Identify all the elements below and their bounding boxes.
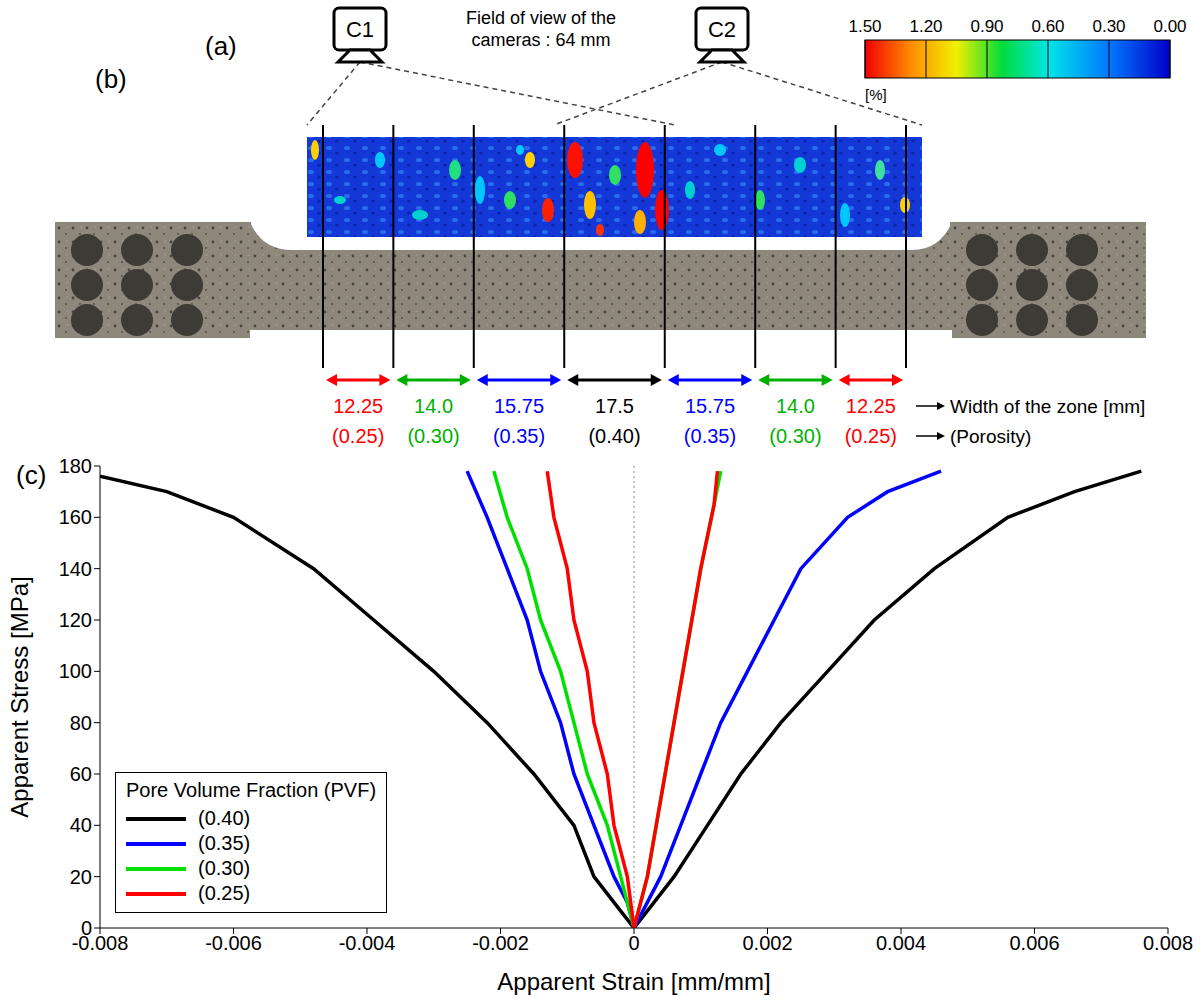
- svg-text:(0.30): (0.30): [407, 425, 459, 447]
- svg-text:(a): (a): [205, 31, 237, 61]
- svg-text:(0.40): (0.40): [588, 425, 640, 447]
- svg-text:60: 60: [70, 763, 92, 785]
- svg-text:15.75: 15.75: [685, 395, 735, 417]
- svg-text:-0.002: -0.002: [472, 932, 529, 954]
- svg-text:0.30: 0.30: [1092, 17, 1125, 36]
- svg-text:(0.25): (0.25): [845, 425, 897, 447]
- svg-text:100: 100: [59, 660, 92, 682]
- svg-text:40: 40: [70, 814, 92, 836]
- svg-text:cameras : 64 mm: cameras : 64 mm: [471, 30, 610, 50]
- html-text:(0.40): (0.40): [198, 807, 251, 829]
- svg-text:-0.006: -0.006: [205, 932, 262, 954]
- svg-text:-0.008: -0.008: [71, 932, 129, 955]
- svg-text:0.00: 0.00: [1153, 17, 1186, 36]
- svg-text:1.50: 1.50: [848, 17, 881, 36]
- svg-text:0.60: 0.60: [1031, 17, 1064, 36]
- svg-text:17.5: 17.5: [595, 395, 634, 417]
- svg-text:(0.35): (0.35): [493, 425, 545, 447]
- svg-text:(b): (b): [95, 64, 127, 94]
- svg-text:0.004: 0.004: [876, 932, 926, 954]
- html-text:Pore Volume Fraction (PVF): Pore Volume Fraction (PVF): [126, 779, 377, 801]
- svg-text:0.90: 0.90: [970, 17, 1003, 36]
- html-text:(0.25): (0.25): [198, 882, 251, 904]
- svg-text:14.0: 14.0: [414, 395, 453, 417]
- svg-text:Field of view of the: Field of view of the: [466, 8, 616, 28]
- svg-text:0: 0: [81, 917, 92, 939]
- svg-text:0.002: 0.002: [742, 932, 792, 954]
- svg-text:(0.30): (0.30): [769, 425, 821, 447]
- svg-text:0.006: 0.006: [1009, 932, 1059, 954]
- svg-text:15.75: 15.75: [494, 395, 544, 417]
- svg-text:(0.35): (0.35): [684, 425, 736, 447]
- svg-text:120: 120: [59, 609, 92, 631]
- svg-text:12.25: 12.25: [333, 395, 383, 417]
- svg-text:-0.004: -0.004: [339, 932, 396, 954]
- svg-text:180: 180: [59, 455, 92, 477]
- html-text:(0.35): (0.35): [198, 832, 251, 854]
- svg-text:140: 140: [59, 558, 92, 580]
- svg-text:20: 20: [70, 866, 92, 888]
- html-text:(c): (c): [16, 460, 47, 490]
- html-text:(0.30): (0.30): [198, 857, 251, 879]
- svg-text:[%]: [%]: [865, 86, 887, 103]
- svg-text:1.20: 1.20: [909, 17, 942, 36]
- svg-text:Width of the zone [mm]: Width of the zone [mm]: [950, 396, 1145, 417]
- svg-text:C2: C2: [708, 17, 736, 42]
- svg-text:0.008: 0.008: [1143, 932, 1193, 954]
- svg-text:C1: C1: [346, 17, 374, 42]
- svg-text:80: 80: [70, 712, 92, 734]
- svg-text:0: 0: [628, 932, 639, 954]
- svg-text:(0.25): (0.25): [332, 425, 384, 447]
- svg-text:12.25: 12.25: [846, 395, 896, 417]
- svg-text:(Porosity): (Porosity): [950, 426, 1031, 447]
- svg-text:14.0: 14.0: [776, 395, 815, 417]
- html-text:Apparent Stress [MPa]: Apparent Stress [MPa]: [6, 576, 33, 818]
- html-text:Apparent Strain [mm/mm]: Apparent Strain [mm/mm]: [497, 968, 771, 995]
- svg-text:160: 160: [59, 506, 92, 528]
